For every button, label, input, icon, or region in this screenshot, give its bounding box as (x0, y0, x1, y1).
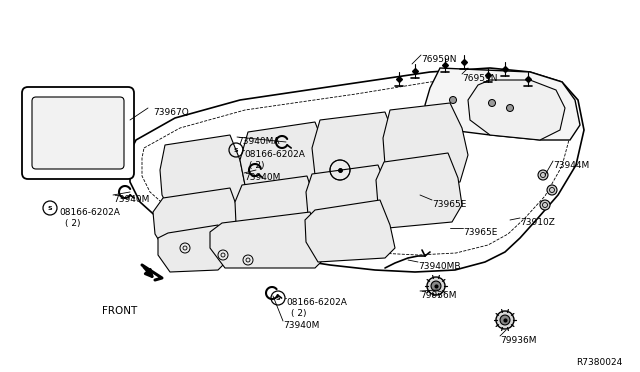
Polygon shape (210, 212, 325, 268)
Text: 73944M: 73944M (553, 161, 589, 170)
Polygon shape (240, 122, 330, 210)
Text: ( 2): ( 2) (65, 219, 81, 228)
Text: 08166-6202A: 08166-6202A (59, 208, 120, 217)
Circle shape (547, 185, 557, 195)
Text: 73967Q: 73967Q (153, 108, 189, 117)
Polygon shape (425, 68, 580, 140)
Text: 08166-6202A: 08166-6202A (244, 150, 305, 159)
Polygon shape (306, 165, 392, 238)
Text: ( 2): ( 2) (291, 309, 307, 318)
Text: 73965E: 73965E (463, 228, 497, 237)
Circle shape (431, 281, 441, 291)
Text: 79936M: 79936M (500, 336, 536, 345)
Text: S: S (276, 295, 280, 301)
FancyBboxPatch shape (32, 97, 124, 169)
Text: FRONT: FRONT (102, 306, 138, 316)
Circle shape (538, 170, 548, 180)
Circle shape (540, 200, 550, 210)
Circle shape (427, 277, 445, 295)
Polygon shape (153, 188, 240, 255)
Text: 76959N: 76959N (462, 74, 497, 83)
Text: 73965E: 73965E (432, 200, 467, 209)
Circle shape (488, 99, 495, 106)
Text: 76959N: 76959N (421, 55, 456, 64)
Polygon shape (376, 153, 462, 228)
Text: 73940M: 73940M (244, 173, 280, 182)
Text: R7380024: R7380024 (576, 358, 622, 367)
Text: 73940MB: 73940MB (418, 262, 461, 271)
Circle shape (506, 105, 513, 112)
Polygon shape (383, 103, 468, 190)
Text: S: S (48, 205, 52, 211)
Polygon shape (160, 135, 245, 220)
Text: 73940MA: 73940MA (237, 137, 280, 146)
Circle shape (496, 311, 514, 329)
Text: 73940M: 73940M (283, 321, 319, 330)
Polygon shape (468, 80, 565, 140)
Circle shape (449, 96, 456, 103)
FancyBboxPatch shape (22, 87, 134, 179)
Polygon shape (305, 200, 395, 262)
Text: S: S (234, 148, 238, 153)
Polygon shape (235, 176, 318, 246)
Text: 08166-6202A: 08166-6202A (286, 298, 347, 307)
Polygon shape (312, 112, 400, 200)
Text: 73910Z: 73910Z (520, 218, 555, 227)
Text: 73940M: 73940M (113, 195, 149, 204)
Text: 79936M: 79936M (420, 291, 456, 300)
Text: ( 2): ( 2) (249, 161, 264, 170)
Circle shape (500, 315, 510, 325)
Polygon shape (158, 225, 226, 272)
Polygon shape (130, 68, 584, 272)
